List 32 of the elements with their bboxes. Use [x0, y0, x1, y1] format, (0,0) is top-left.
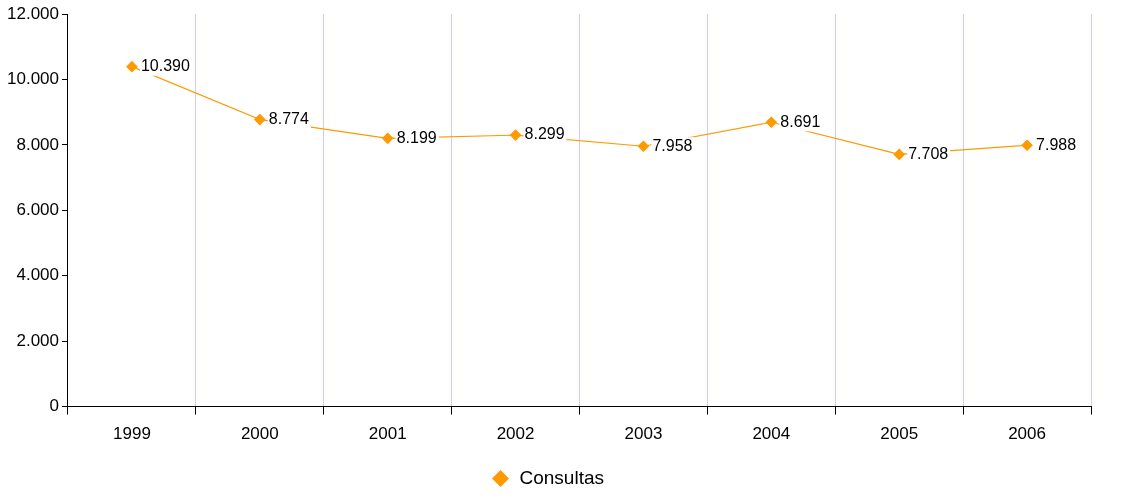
y-tick-label: 2.000 [16, 330, 59, 350]
y-tick-label: 8.000 [16, 134, 59, 154]
x-tick-label: 2005 [880, 424, 919, 444]
x-tick-label: 2000 [240, 424, 279, 444]
data-label: 8.299 [524, 125, 565, 143]
point [893, 148, 905, 161]
point [1021, 139, 1033, 151]
point [765, 116, 777, 128]
x-tick-label: 2006 [1008, 424, 1046, 444]
point [254, 113, 266, 126]
x-tick-label: 2004 [752, 424, 791, 444]
legend-label: Consultas [519, 466, 605, 488]
data-label: 7.708 [908, 144, 949, 162]
y-tick-label: 6.000 [16, 199, 59, 219]
data-label: 7.988 [1036, 135, 1077, 153]
y-tick-label: 12.000 [7, 3, 59, 23]
data-label: 10.390 [140, 57, 190, 75]
data-label: 7.958 [652, 136, 693, 154]
x-tick-label: 2001 [368, 424, 407, 444]
point [637, 140, 650, 152]
y-tick-label: 0 [49, 396, 59, 416]
data-label: 8.774 [268, 109, 309, 127]
y-tick-label: 10.000 [7, 69, 59, 89]
x-tick-label: 2002 [496, 424, 535, 444]
x-tick-label: 2003 [624, 424, 663, 444]
y-tick-label: 4.000 [16, 265, 59, 285]
point [126, 61, 138, 73]
data-label: 8.691 [780, 112, 821, 130]
data-label: 8.199 [396, 128, 437, 146]
x-tick-label: 1999 [113, 424, 151, 444]
point [509, 129, 522, 141]
point [382, 132, 394, 144]
